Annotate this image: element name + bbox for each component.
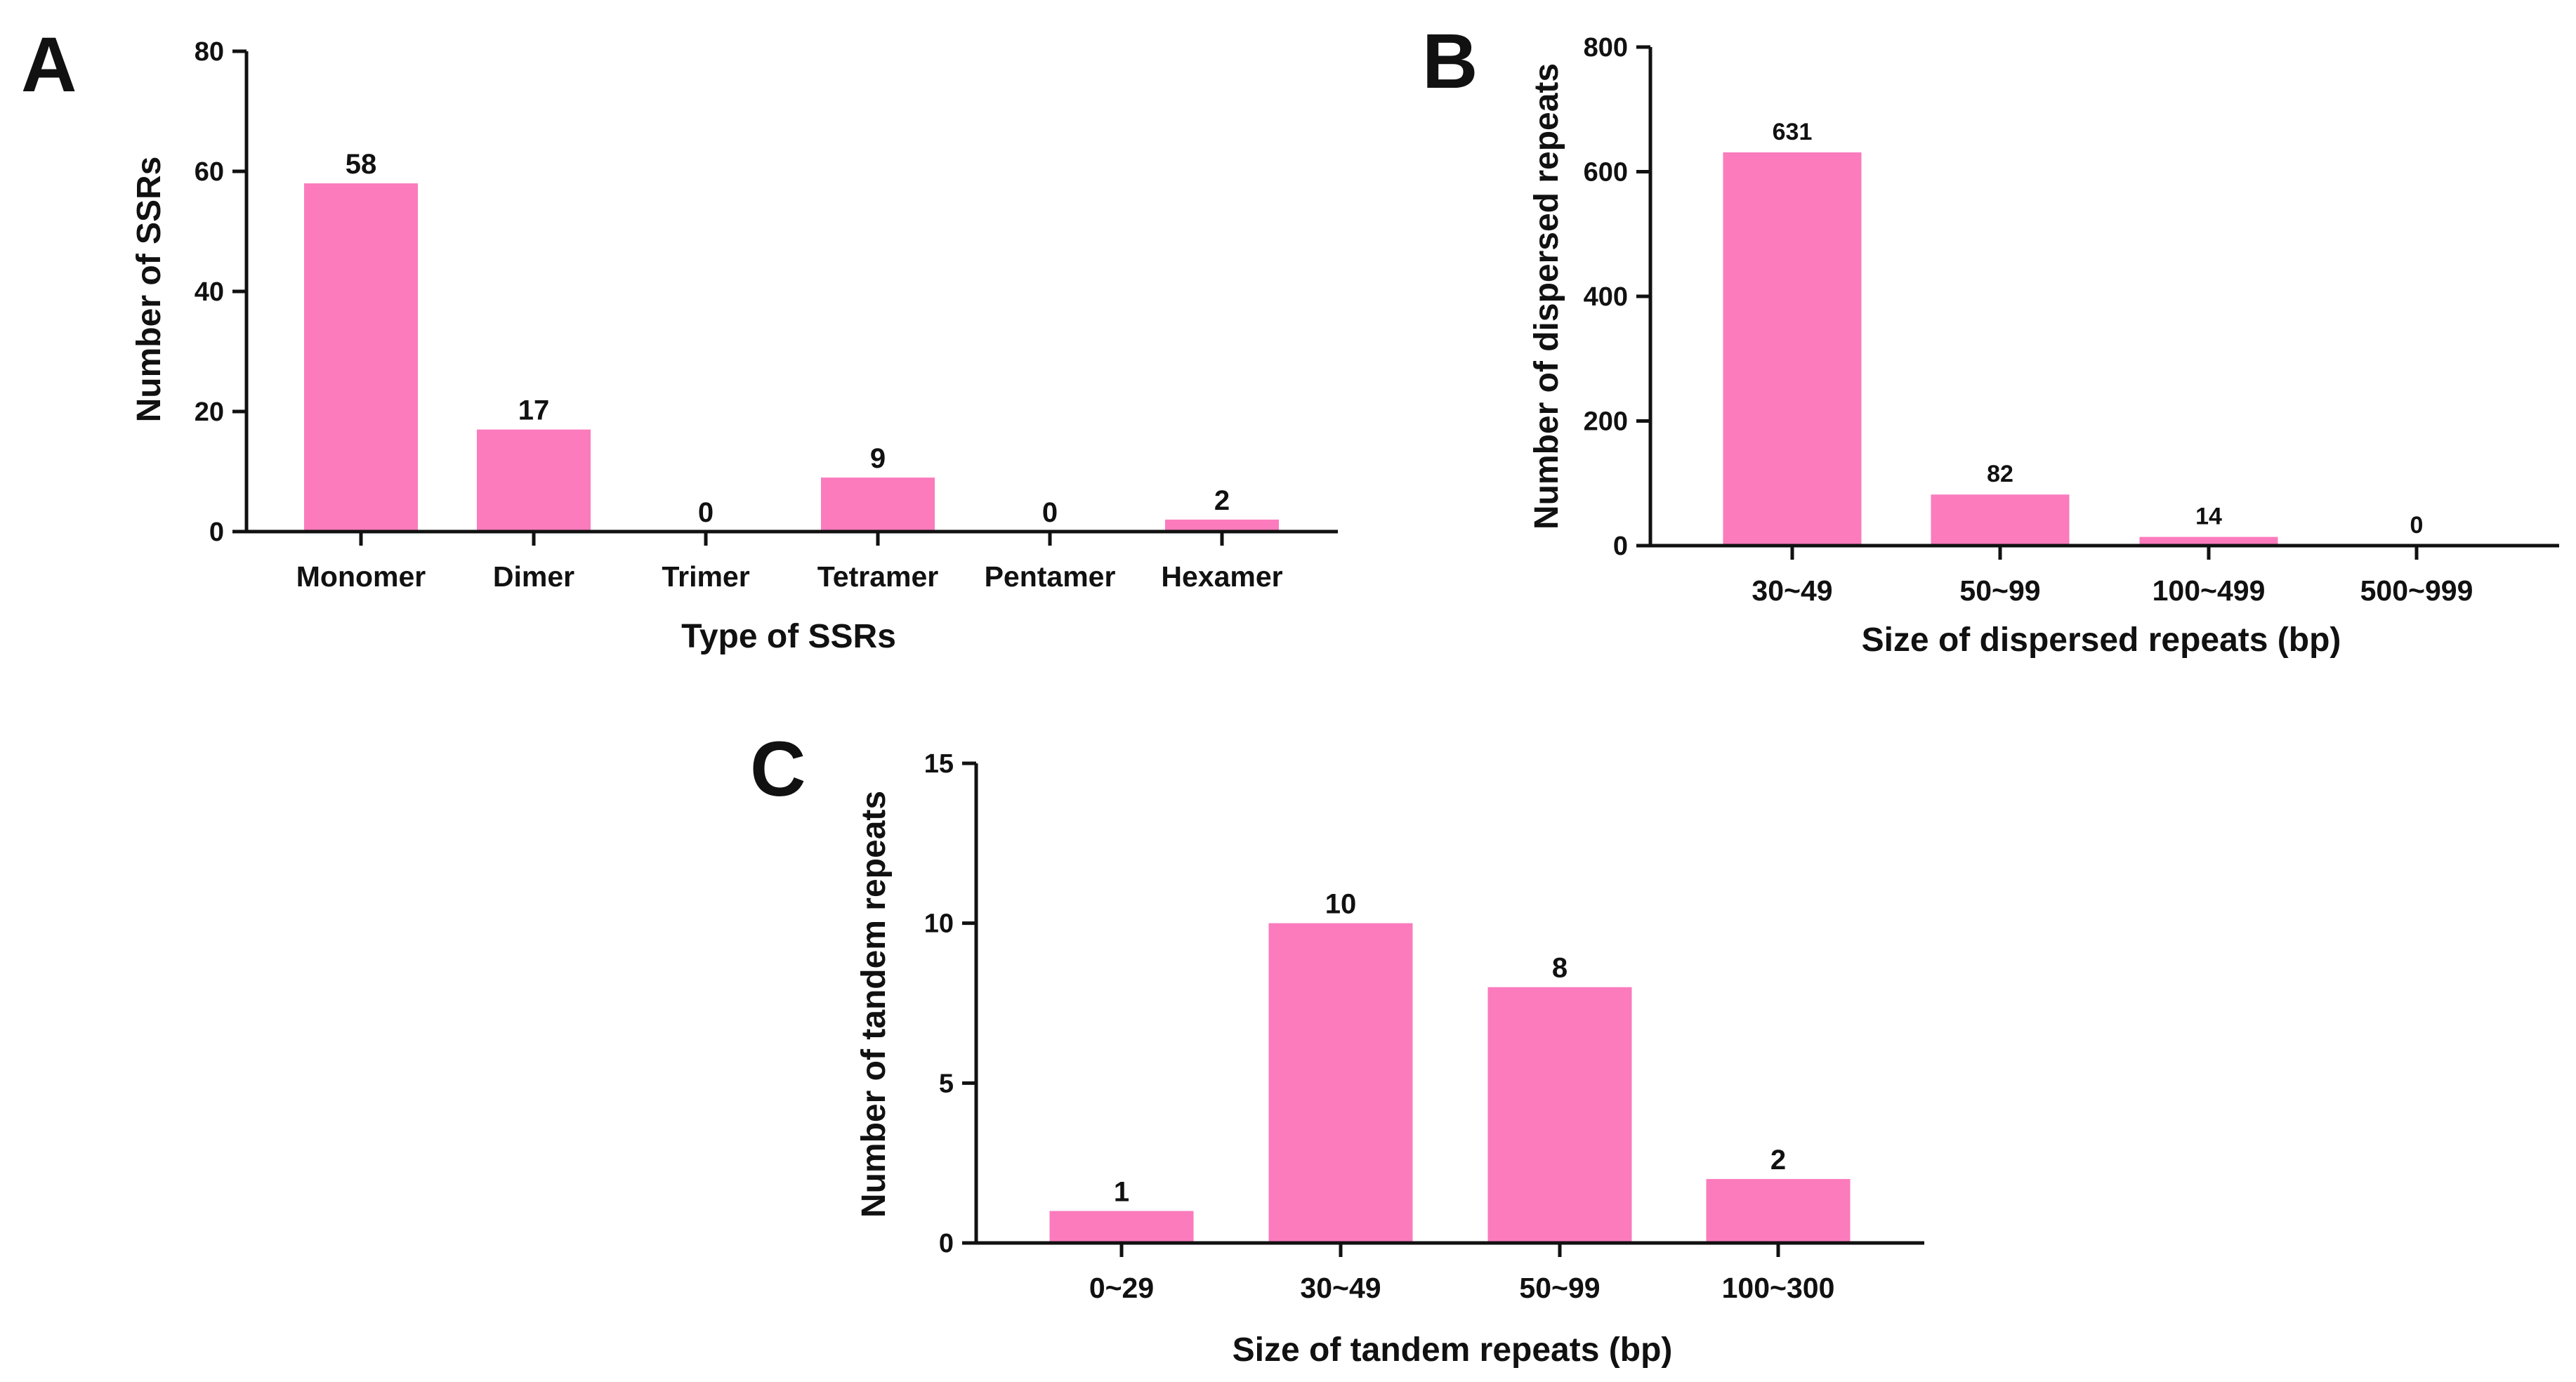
panel-a-y-tick-label-5: 80 — [195, 37, 224, 67]
panel-b-bar-1 — [1723, 152, 1862, 546]
panel-b-chart: B Number of dispersed repeats Size of di… — [1422, 18, 2559, 659]
panel-c-y-tick-label-2: 5 — [939, 1069, 954, 1098]
panel-a-bars — [304, 183, 1279, 532]
panel-c-data-label-1: 1 — [1114, 1176, 1129, 1207]
panel-a-bar-6 — [1165, 519, 1279, 532]
panel-a-data-label-6: 2 — [1214, 485, 1230, 516]
panel-b-category-label-2: 50~99 — [1959, 574, 2040, 607]
panel-b-category-label-4: 500~999 — [2360, 574, 2473, 607]
panel-c-x-axis-title: Size of tandem repeats (bp) — [1233, 1331, 1673, 1369]
panel-a-category-label-6: Hexamer — [1161, 560, 1282, 593]
panel-c-bar-2 — [1268, 923, 1413, 1243]
panel-c-bars — [1049, 923, 1851, 1243]
panel-c-x-ticks: 0~29 30~49 50~99 100~300 — [1089, 1243, 1835, 1304]
panel-b-y-tick-label-3: 400 — [1584, 282, 1628, 312]
panel-b-x-ticks: 30~49 50~99 100~499 500~999 — [1752, 546, 2473, 607]
panel-b-y-tick-label-5: 800 — [1584, 33, 1628, 62]
panel-a-letter: A — [21, 22, 77, 108]
panel-a-category-label-2: Dimer — [493, 560, 574, 593]
panel-c-category-label-3: 50~99 — [1519, 1272, 1600, 1304]
panel-a-category-label-1: Monomer — [296, 560, 426, 593]
panel-b-y-tick-label-2: 200 — [1584, 407, 1628, 437]
panel-c-category-label-2: 30~49 — [1300, 1272, 1381, 1304]
panel-b-bar-2 — [1931, 494, 2070, 546]
panel-a-data-label-2: 17 — [518, 395, 550, 426]
panel-b-data-labels: 631 82 14 0 — [1773, 119, 2424, 539]
panel-b-data-label-4: 0 — [2410, 512, 2424, 539]
panel-a-data-label-4: 9 — [870, 443, 886, 474]
panel-a-y-tick-label-4: 60 — [195, 157, 224, 187]
panel-c-data-labels: 1 10 8 2 — [1114, 889, 1786, 1208]
panel-b-data-label-3: 14 — [2195, 504, 2222, 530]
panel-b-data-label-2: 82 — [1987, 461, 2013, 487]
panel-b-y-tick-label-4: 600 — [1584, 158, 1628, 187]
panel-c-chart: C Number of tandem repeats Size of tande… — [750, 726, 1924, 1369]
panel-c-bar-3 — [1487, 987, 1632, 1243]
panel-b-axes — [1648, 47, 2559, 548]
panel-c-y-ticks: 0 5 10 15 — [924, 749, 976, 1258]
panel-b-letter: B — [1422, 18, 1478, 105]
panel-a-data-label-3: 0 — [698, 497, 714, 528]
panel-a-axes — [244, 51, 1338, 534]
panel-a-data-label-5: 0 — [1042, 497, 1058, 528]
panel-a-x-axis-title: Type of SSRs — [681, 618, 896, 655]
panel-a-y-tick-label-3: 40 — [195, 277, 224, 307]
panel-b-category-label-3: 100~499 — [2153, 574, 2266, 607]
panel-c-bar-4 — [1706, 1178, 1851, 1243]
panel-b-bar-3 — [2139, 537, 2278, 546]
panel-b-data-label-1: 631 — [1773, 119, 1813, 145]
panel-a-category-label-5: Pentamer — [985, 560, 1116, 593]
panel-a-y-tick-label-2: 20 — [195, 397, 224, 427]
panel-c-y-tick-label-1: 0 — [939, 1229, 954, 1258]
panel-b-category-label-1: 30~49 — [1752, 574, 1832, 607]
panel-a-category-label-3: Trimer — [662, 560, 749, 593]
panel-c-y-tick-label-3: 10 — [924, 909, 954, 939]
panel-c-y-axis-title: Number of tandem repeats — [855, 791, 893, 1218]
panel-a-y-ticks: 0 20 40 60 80 — [195, 37, 247, 547]
panel-b-y-axis-title: Number of dispersed repeats — [1528, 63, 1565, 529]
panel-a-y-tick-label-1: 0 — [209, 518, 224, 547]
panel-b-y-tick-label-1: 0 — [1613, 532, 1628, 561]
panel-a-data-labels: 58 17 0 9 0 2 — [346, 149, 1230, 528]
panel-c-axes — [974, 763, 1924, 1245]
panel-c-data-label-2: 10 — [1325, 889, 1357, 920]
panel-c-data-label-4: 2 — [1770, 1145, 1786, 1176]
panel-a-category-label-4: Tetramer — [817, 560, 938, 593]
panel-c-letter: C — [750, 726, 806, 812]
panel-b-bars — [1723, 152, 2278, 546]
panel-a-x-ticks: Monomer Dimer Trimer Tetramer Pentamer Hexame… — [296, 532, 1283, 593]
panel-a-y-axis-title: Number of SSRs — [131, 157, 168, 423]
panel-a-bar-1 — [304, 183, 418, 532]
panel-b-x-axis-title: Size of dispersed repeats (bp) — [1862, 621, 2341, 659]
panel-c-category-label-4: 100~300 — [1722, 1272, 1835, 1304]
panel-a-bar-2 — [477, 429, 591, 532]
panel-c-data-label-3: 8 — [1552, 953, 1568, 984]
panel-c-y-tick-label-4: 15 — [924, 749, 954, 779]
panel-c-bar-1 — [1049, 1211, 1194, 1243]
panel-b-y-ticks: 0 200 400 600 800 — [1584, 33, 1650, 561]
panel-a-bar-4 — [821, 478, 935, 532]
panel-c-category-label-1: 0~29 — [1089, 1272, 1154, 1304]
panel-a-chart: A Number of SSRs Type of SSRs 58 17 0 9 0 2 0… — [21, 22, 1338, 655]
panel-a-data-label-1: 58 — [346, 149, 377, 180]
